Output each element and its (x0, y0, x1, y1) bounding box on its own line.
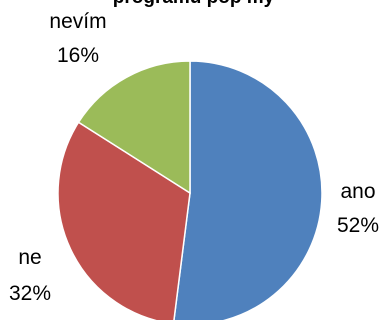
pie-slice-nevim (77, 60, 191, 195)
pie-slice-ne (57, 121, 191, 320)
slice-value-ano: 52% (337, 214, 379, 237)
chart-title: programu pop my (0, 0, 387, 9)
slice-value-ne: 32% (9, 282, 51, 305)
slice-label-ano: ano (340, 180, 375, 203)
pie-slices (57, 60, 323, 320)
pie-slice-ano (173, 60, 323, 320)
slice-value-nevim: 16% (57, 44, 99, 67)
slice-label-nevim: nevím (49, 10, 106, 33)
slice-label-ne: ne (18, 246, 41, 269)
